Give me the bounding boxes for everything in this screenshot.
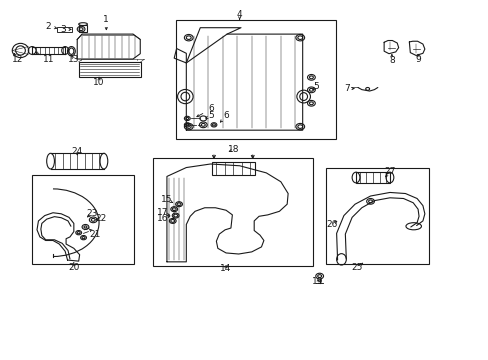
Text: 11: 11 — [43, 54, 54, 63]
Text: 19: 19 — [312, 277, 323, 286]
Text: 17: 17 — [157, 208, 168, 217]
Text: 1: 1 — [103, 15, 109, 24]
Text: 27: 27 — [384, 167, 395, 176]
Text: 15: 15 — [161, 195, 172, 204]
Text: 23: 23 — [86, 209, 97, 218]
Text: 18: 18 — [227, 145, 239, 154]
Text: 4: 4 — [236, 10, 242, 19]
Text: 12: 12 — [12, 54, 23, 63]
Text: 2: 2 — [46, 22, 51, 31]
Text: 24: 24 — [71, 147, 82, 156]
Text: 13: 13 — [68, 54, 80, 63]
Text: 10: 10 — [93, 78, 104, 87]
Text: 3: 3 — [60, 25, 65, 34]
Text: 25: 25 — [350, 263, 362, 272]
Bar — [355, 172, 389, 183]
Text: 8: 8 — [388, 56, 394, 65]
Text: 6: 6 — [223, 112, 228, 121]
Text: 7: 7 — [344, 84, 349, 93]
Text: 9: 9 — [414, 55, 420, 64]
Text: 26: 26 — [325, 220, 337, 229]
Text: 21: 21 — [89, 230, 101, 239]
Text: 14: 14 — [220, 265, 231, 274]
Bar — [153, 158, 313, 266]
Bar — [211, 162, 255, 175]
Text: 22: 22 — [96, 214, 107, 223]
Text: 16: 16 — [157, 214, 168, 223]
Text: 5: 5 — [208, 112, 214, 121]
Bar — [175, 20, 335, 139]
Text: 5: 5 — [313, 82, 319, 91]
Text: 6: 6 — [208, 104, 214, 113]
Bar — [325, 167, 428, 264]
Bar — [32, 175, 134, 264]
Text: 20: 20 — [68, 263, 80, 272]
